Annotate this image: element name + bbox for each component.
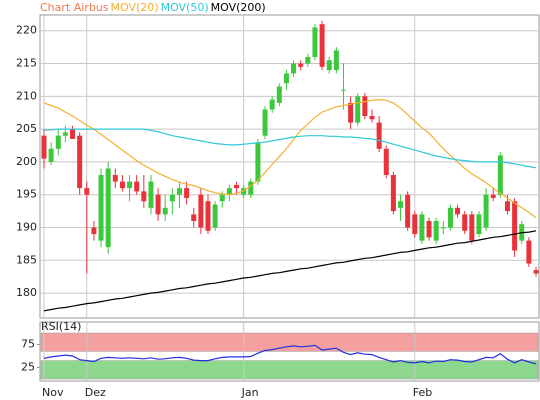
candle-body — [112, 175, 118, 182]
candle-body — [419, 214, 425, 241]
candle-body — [455, 207, 461, 215]
series-line — [43, 128, 537, 169]
candle-body — [447, 207, 453, 228]
candle-body — [476, 214, 482, 235]
candle-body — [119, 181, 125, 189]
candle-body — [105, 168, 111, 248]
candle-body — [162, 207, 168, 215]
candle-body — [141, 191, 147, 202]
candle-body — [326, 60, 332, 71]
candle-body — [405, 194, 411, 228]
y-tick-label: 75 — [21, 338, 35, 351]
plot-frame — [39, 14, 540, 319]
candle-body — [70, 129, 76, 139]
x-tick-label: Jan — [241, 386, 259, 399]
rsi-band — [40, 360, 539, 380]
candle-body — [526, 240, 532, 264]
x-tick-label: Dez — [85, 386, 106, 399]
candle-body — [497, 155, 503, 195]
candle-body — [412, 214, 418, 235]
candle-body — [148, 181, 154, 208]
candle-body — [212, 204, 218, 228]
candle-body — [440, 227, 446, 229]
candle-body — [533, 270, 539, 274]
legend-entry: Chart Airbus — [40, 1, 109, 14]
legend-entry: MOV(50) — [161, 1, 209, 14]
candle-body — [340, 89, 346, 91]
candle-body — [169, 194, 175, 202]
candle-body — [283, 73, 289, 84]
candle-body — [433, 220, 439, 241]
candle-body — [512, 201, 518, 251]
candle-body — [41, 135, 47, 159]
candle-body — [362, 96, 368, 116]
y-tick-label: 215 — [16, 57, 37, 70]
y-tick-label: 205 — [16, 122, 37, 135]
y-tick-label: 25 — [21, 361, 35, 374]
candle-body — [248, 181, 254, 195]
candle-body — [369, 116, 375, 120]
candle-body — [134, 181, 140, 192]
legend-entry: MOV(200) — [211, 1, 266, 14]
y-tick-label: 210 — [16, 89, 37, 102]
candle-body — [355, 96, 361, 123]
candle-body — [84, 188, 90, 195]
candle-body — [376, 122, 382, 149]
candle-body — [262, 109, 268, 136]
x-tick-label: Feb — [413, 386, 432, 399]
y-tick-label: 185 — [16, 253, 37, 266]
candle-body — [319, 24, 325, 67]
candle-body — [62, 132, 68, 136]
legend-entry: MOV(20) — [111, 1, 159, 14]
candle-body — [155, 194, 161, 215]
candle-body — [383, 148, 389, 176]
y-tick-label: 180 — [16, 286, 37, 299]
candle-body — [184, 188, 190, 198]
candle-body — [298, 63, 304, 67]
candle-body — [48, 148, 54, 162]
candle-body — [98, 175, 104, 241]
series-line — [43, 344, 537, 365]
candle-body — [276, 86, 282, 103]
candle-body — [504, 201, 510, 212]
y-tick-label: 190 — [16, 220, 37, 233]
candle-body — [198, 194, 204, 228]
candle-body — [291, 63, 297, 74]
candle-body — [312, 27, 318, 57]
y-tick-label: 200 — [16, 155, 37, 168]
candle-body — [77, 135, 83, 189]
candle-body — [426, 220, 432, 238]
series-line — [43, 230, 537, 312]
candle-body — [91, 227, 97, 235]
candle-body — [490, 194, 496, 198]
candle-body — [55, 135, 61, 149]
candle-body — [269, 99, 275, 110]
candle-body — [127, 181, 133, 189]
candle-body — [483, 194, 489, 228]
candle-body — [398, 201, 404, 208]
candle-body — [348, 102, 354, 123]
candle-body — [255, 142, 261, 182]
x-tick-label: Nov — [42, 386, 64, 399]
candle-body — [333, 50, 339, 71]
y-tick-label: 195 — [16, 188, 37, 201]
candle-body — [205, 201, 211, 231]
candle-body — [219, 194, 225, 202]
y-tick-label: 220 — [16, 24, 37, 37]
rsi-band — [40, 332, 539, 352]
candle-body — [191, 214, 197, 221]
candle-body — [234, 184, 240, 189]
candle-body — [390, 175, 396, 212]
candle-body — [176, 188, 182, 195]
candle-body — [305, 56, 311, 64]
candle-body — [462, 214, 468, 231]
rsi-title: RSI(14) — [41, 320, 81, 333]
candle-body — [469, 214, 475, 241]
candle-body — [226, 188, 232, 195]
